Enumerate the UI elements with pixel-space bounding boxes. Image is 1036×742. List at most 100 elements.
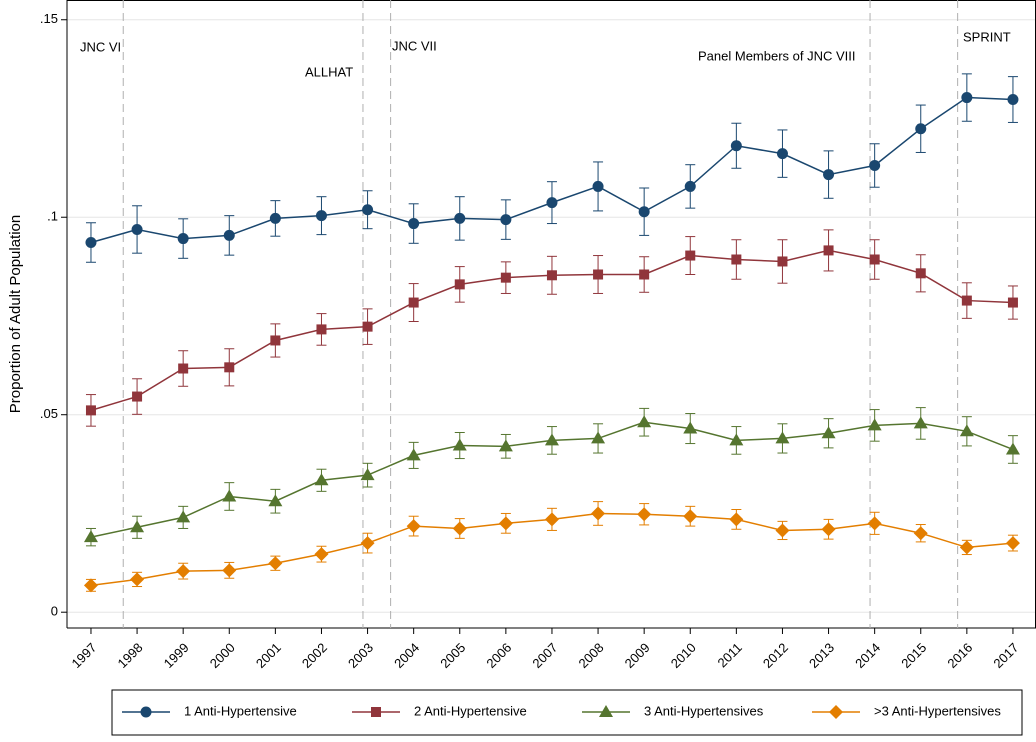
marker (408, 297, 419, 308)
marker (224, 362, 235, 373)
marker (821, 522, 836, 537)
marker (823, 169, 835, 181)
marker (222, 563, 237, 578)
legend-marker (829, 705, 843, 719)
series (85, 229, 1018, 427)
marker (131, 223, 143, 235)
marker (269, 212, 281, 224)
annotation: JNC VI (80, 39, 121, 54)
marker (821, 426, 836, 439)
legend-label: 3 Anti-Hypertensives (644, 703, 764, 718)
series (83, 501, 1020, 593)
marker (314, 547, 329, 562)
marker (684, 180, 696, 192)
marker (775, 523, 790, 538)
marker (176, 564, 191, 579)
legend-label: 1 Anti-Hypertensive (184, 703, 297, 718)
marker (592, 180, 604, 192)
legend-marker (371, 707, 381, 717)
marker (959, 424, 974, 437)
legend (111, 689, 1023, 736)
annotation: Panel Members of JNC VIII (698, 48, 856, 63)
marker (132, 391, 143, 402)
marker (867, 516, 882, 531)
marker (360, 468, 375, 481)
marker (776, 148, 788, 160)
annotation: ALLHAT (305, 64, 353, 79)
marker (913, 416, 928, 429)
marker (360, 536, 375, 551)
marker (591, 431, 606, 444)
marker (544, 512, 559, 527)
marker (500, 272, 511, 283)
series (85, 73, 1019, 263)
marker (729, 433, 744, 446)
marker (408, 218, 420, 230)
marker (130, 572, 145, 587)
marker (683, 509, 698, 524)
marker (1005, 442, 1020, 455)
legend-marker (599, 705, 613, 717)
marker (869, 159, 881, 171)
marker (83, 530, 98, 543)
marker (683, 421, 698, 434)
marker (454, 279, 465, 290)
y-tick-label: .1 (47, 209, 58, 224)
y-axis-label: Proportion of Adult Population (7, 215, 24, 413)
marker (591, 506, 606, 521)
marker (593, 269, 604, 280)
marker (85, 237, 97, 249)
marker (546, 197, 558, 209)
marker (314, 473, 329, 486)
marker (498, 439, 513, 452)
marker (961, 92, 973, 104)
marker (498, 516, 513, 531)
marker (639, 269, 650, 280)
marker (915, 268, 926, 279)
marker (270, 335, 281, 346)
legend-label: 2 Anti-Hypertensive (414, 703, 527, 718)
marker (83, 578, 98, 593)
marker (130, 520, 145, 533)
marker (268, 556, 283, 571)
y-tick-label: .15 (40, 11, 58, 26)
series (83, 407, 1020, 547)
marker (176, 510, 191, 523)
marker (544, 433, 559, 446)
marker (731, 254, 742, 265)
annotation: JNC VII (392, 38, 437, 53)
marker (730, 140, 742, 152)
y-tick-label: 0 (51, 604, 58, 619)
marker (406, 519, 421, 534)
marker (452, 438, 467, 451)
marker (637, 507, 652, 522)
annotation: SPRINT (963, 29, 1011, 44)
marker (452, 521, 467, 536)
marker (315, 210, 327, 222)
marker (406, 448, 421, 461)
marker (178, 363, 189, 374)
marker (867, 418, 882, 431)
legend-label: >3 Anti-Hypertensives (874, 703, 1001, 718)
marker (638, 206, 650, 218)
marker (685, 250, 696, 261)
marker (959, 540, 974, 555)
marker (546, 270, 557, 281)
marker (775, 431, 790, 444)
marker (223, 229, 235, 241)
marker (454, 212, 466, 224)
marker (777, 256, 788, 267)
marker (222, 489, 237, 502)
marker (915, 123, 927, 135)
marker (316, 324, 327, 335)
marker (362, 321, 373, 332)
marker (500, 214, 512, 226)
marker (913, 526, 928, 541)
marker (729, 512, 744, 527)
marker (1005, 536, 1020, 551)
marker (961, 295, 972, 306)
marker (362, 204, 374, 216)
